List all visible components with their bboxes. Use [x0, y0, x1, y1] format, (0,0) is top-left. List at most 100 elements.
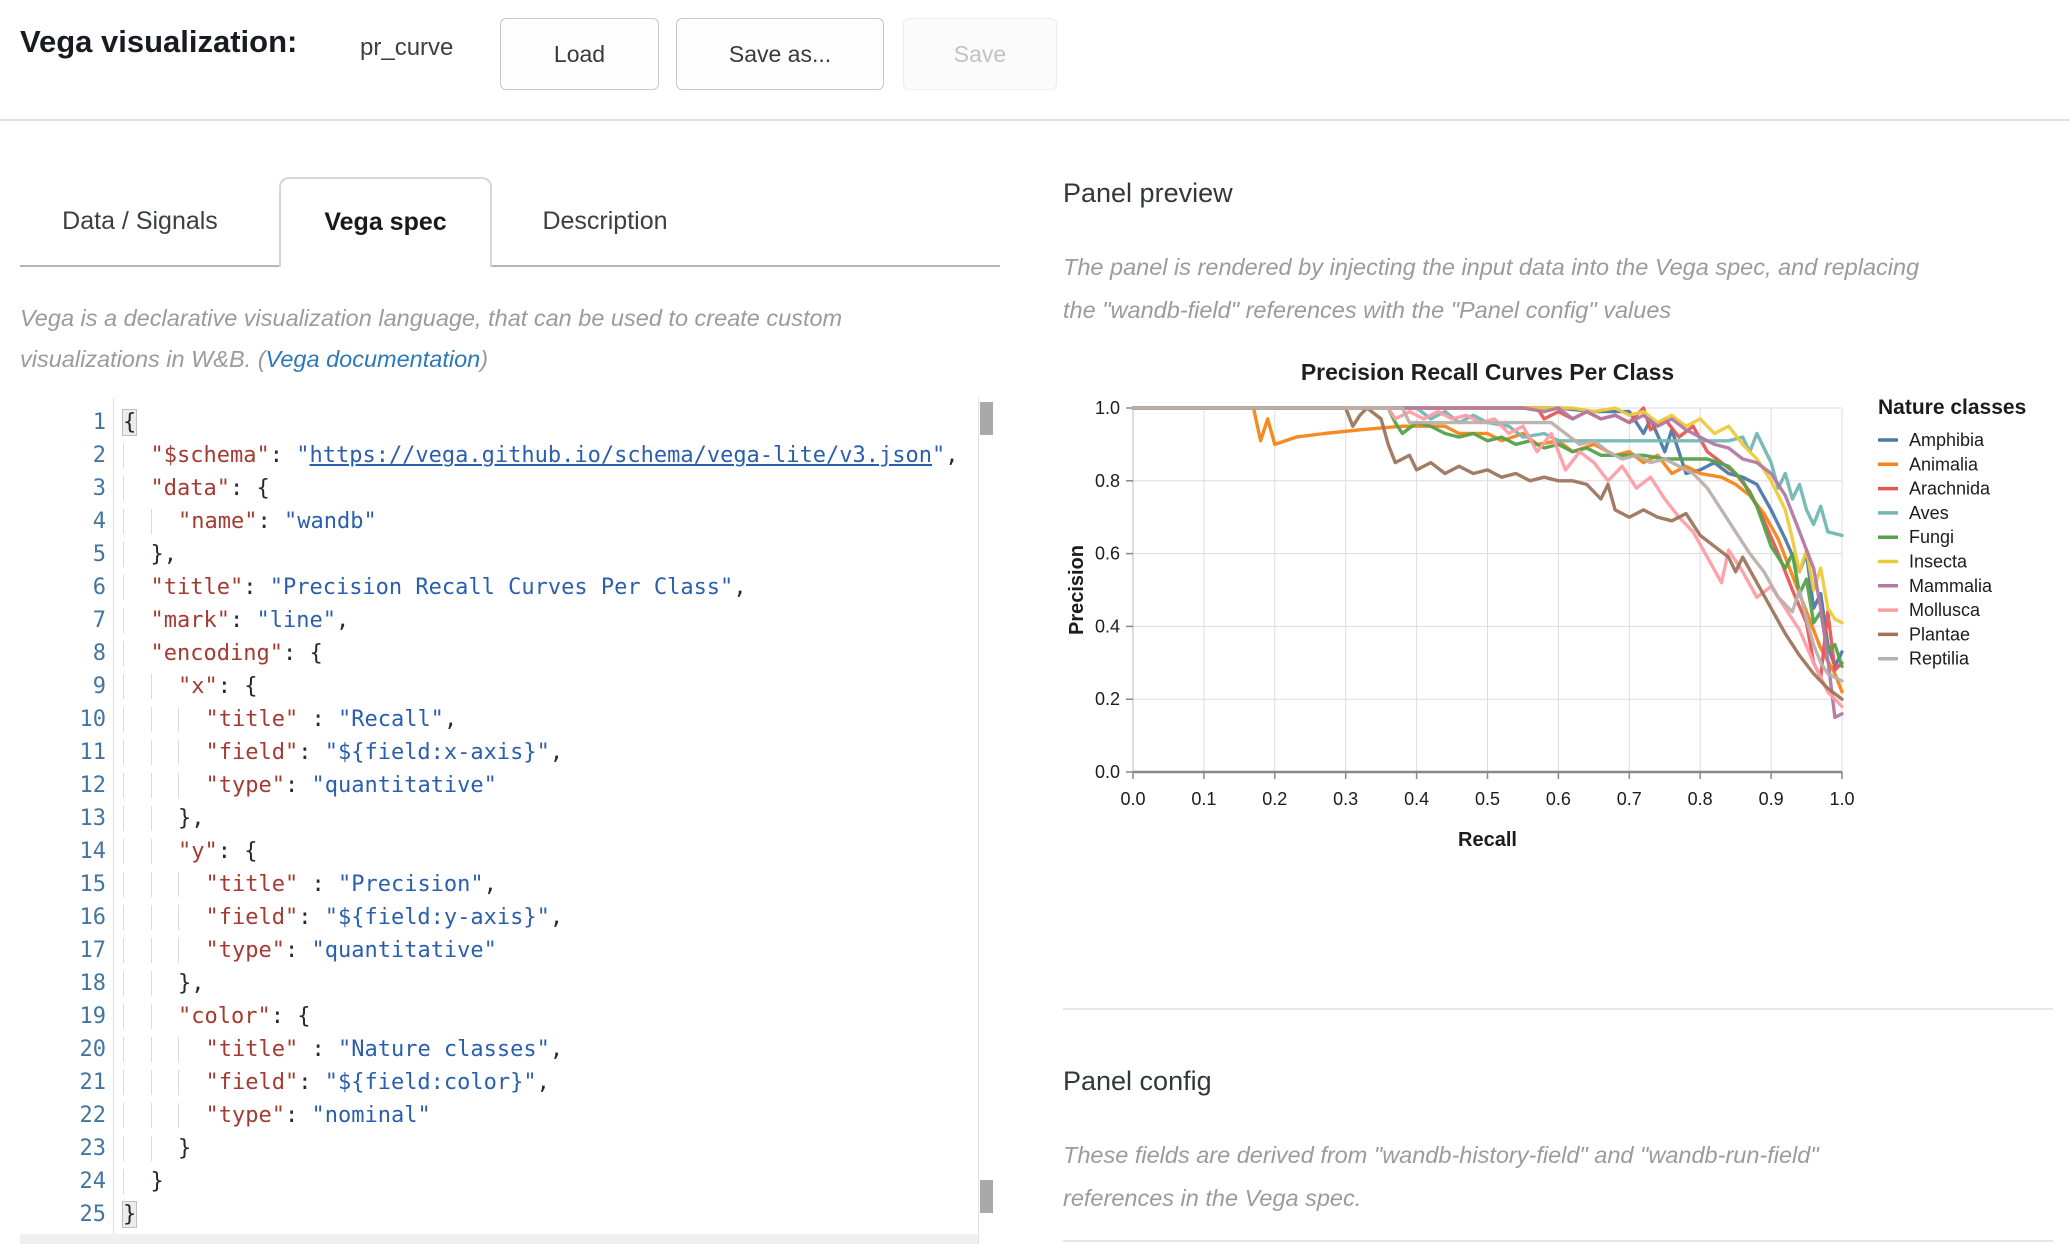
- code-token: ,: [483, 872, 497, 897]
- x-axis-title: Recall: [1458, 829, 1517, 851]
- code-token: "mark": [150, 608, 230, 633]
- editor-scrollbar-thumb[interactable]: [980, 402, 993, 435]
- code-token: ,: [536, 1070, 550, 1095]
- editor-line: }: [123, 1132, 959, 1165]
- editor-line: "data": {: [123, 472, 959, 505]
- x-tick-label: 0.8: [1688, 789, 1713, 809]
- legend-label-reptilia: Reptilia: [1909, 649, 1970, 669]
- intro-line2-after: ): [480, 346, 489, 372]
- code-token: "title": [205, 707, 299, 732]
- indent-guide: [123, 443, 151, 468]
- line-number: 5: [92, 542, 106, 567]
- chart-series-mammalia: [1131, 406, 1844, 720]
- code-token: :: [298, 905, 325, 930]
- editor-line: "type": "nominal": [123, 1099, 959, 1132]
- code-token: https://vega.github.io/schema/vega-lite/…: [309, 443, 932, 468]
- pr-curve-chart-svg: 0.0 0.1 0.2 0.3 0.4 0.5 0.6 0.7 0.8 0.9 1.0 0.0 0.2 0…: [1066, 359, 2026, 851]
- code-token: },: [178, 806, 205, 831]
- line-number: 4: [92, 509, 106, 534]
- code-token: "data": [150, 476, 230, 501]
- legend-label-mammalia: Mammalia: [1909, 576, 1993, 596]
- line-number: 11: [79, 740, 107, 765]
- chart-title: Precision Recall Curves Per Class: [1301, 359, 1674, 385]
- legend-title: Nature classes: [1878, 396, 2026, 419]
- indent-guide: [123, 509, 151, 534]
- line-number: 8: [92, 641, 106, 666]
- indent-guide: [123, 806, 151, 831]
- indent-guide: [123, 1103, 151, 1128]
- indent-guide: [123, 674, 151, 699]
- editor-line: }: [123, 1165, 959, 1198]
- x-tick-label: 0.1: [1191, 789, 1216, 809]
- editor-scrollbar-track[interactable]: [978, 398, 993, 1244]
- x-tick-label: 0.9: [1759, 789, 1784, 809]
- indent-guide: [123, 905, 151, 930]
- indent-guide: [150, 740, 178, 765]
- code-token: ,: [733, 575, 747, 600]
- tab-description[interactable]: Description: [542, 207, 668, 235]
- y-tick-label: 0.8: [1095, 471, 1120, 491]
- code-token: {: [121, 409, 138, 436]
- code-token: ": [932, 443, 946, 468]
- line-number: 6: [92, 575, 106, 600]
- indent-guide: [178, 1070, 206, 1095]
- panel-preview-heading: Panel preview: [1063, 178, 1233, 208]
- indent-guide: [150, 872, 178, 897]
- x-tick-label: 0.0: [1120, 789, 1145, 809]
- line-number: 9: [92, 674, 106, 699]
- code-token: : {: [270, 1004, 311, 1029]
- code-token: "Precision Recall Curves Per Class": [269, 575, 734, 600]
- code-token: },: [150, 542, 178, 567]
- code-token: "quantitative": [311, 773, 497, 798]
- indent-guide: [178, 773, 206, 798]
- indent-guide: [123, 1169, 151, 1194]
- code-token: : {: [217, 839, 258, 864]
- indent-guide: [178, 905, 206, 930]
- vega-documentation-link[interactable]: Vega documentation: [265, 346, 481, 372]
- indent-guide: [123, 1136, 151, 1161]
- code-token: "type": [205, 773, 285, 798]
- tab-bar-underline: [20, 265, 1000, 267]
- code-token: ,: [335, 608, 350, 633]
- indent-guide: [123, 938, 151, 963]
- tab-vega-spec-active[interactable]: Vega spec: [279, 177, 492, 267]
- indent-guide: [178, 938, 206, 963]
- load-button[interactable]: Load: [500, 18, 659, 90]
- indent-guide: [123, 476, 151, 501]
- code-token: :: [298, 872, 338, 897]
- vega-spec-code-editor[interactable]: 1 2 3 4 5 6 7 8 9 10 11 12 13 14 15 16 17 18 19 20 21 22 23 24 2…: [20, 398, 978, 1238]
- indent-guide: [178, 707, 206, 732]
- line-number: 19: [79, 1004, 107, 1029]
- pane-scrollbar-thumb[interactable]: [980, 1180, 993, 1213]
- editor-line: },: [123, 538, 959, 571]
- header-divider: [0, 119, 2070, 121]
- save-as-button[interactable]: Save as...: [676, 18, 884, 90]
- editor-line: "title" : "Nature classes",: [123, 1033, 959, 1066]
- code-token: "$schema": [150, 443, 270, 468]
- legend-label-aves: Aves: [1909, 503, 1949, 523]
- code-token: "${field:x-axis}": [324, 740, 550, 765]
- code-token: "${field:y-axis}": [324, 905, 550, 930]
- tab-data-signals[interactable]: Data / Signals: [62, 207, 218, 235]
- code-token: }: [150, 1169, 164, 1194]
- code-token: "encoding": [150, 641, 283, 666]
- indent-guide: [123, 575, 151, 600]
- y-tick-label: 0.6: [1095, 544, 1120, 564]
- y-tick-label: 0.4: [1095, 616, 1120, 636]
- line-number: 12: [79, 773, 107, 798]
- editor-line: {: [121, 406, 959, 439]
- code-token: ,: [443, 707, 458, 732]
- y-tick-label: 0.2: [1095, 689, 1120, 709]
- line-number: 10: [79, 707, 107, 732]
- legend-label-insecta: Insecta: [1909, 552, 1968, 572]
- line-number: 3: [92, 476, 106, 501]
- code-token: "quantitative": [311, 938, 497, 963]
- panel-config-description: These fields are derived from "wandb-his…: [1063, 1134, 2058, 1220]
- code-token: "type": [205, 938, 285, 963]
- chart-series-animalia: [1131, 406, 1844, 694]
- editor-horizontal-scrollbar[interactable]: [20, 1234, 978, 1244]
- indent-guide: [150, 1037, 178, 1062]
- code-token: "${field:color}": [324, 1070, 537, 1095]
- y-tick-label: 1.0: [1095, 398, 1120, 418]
- code-token: : {: [282, 641, 323, 666]
